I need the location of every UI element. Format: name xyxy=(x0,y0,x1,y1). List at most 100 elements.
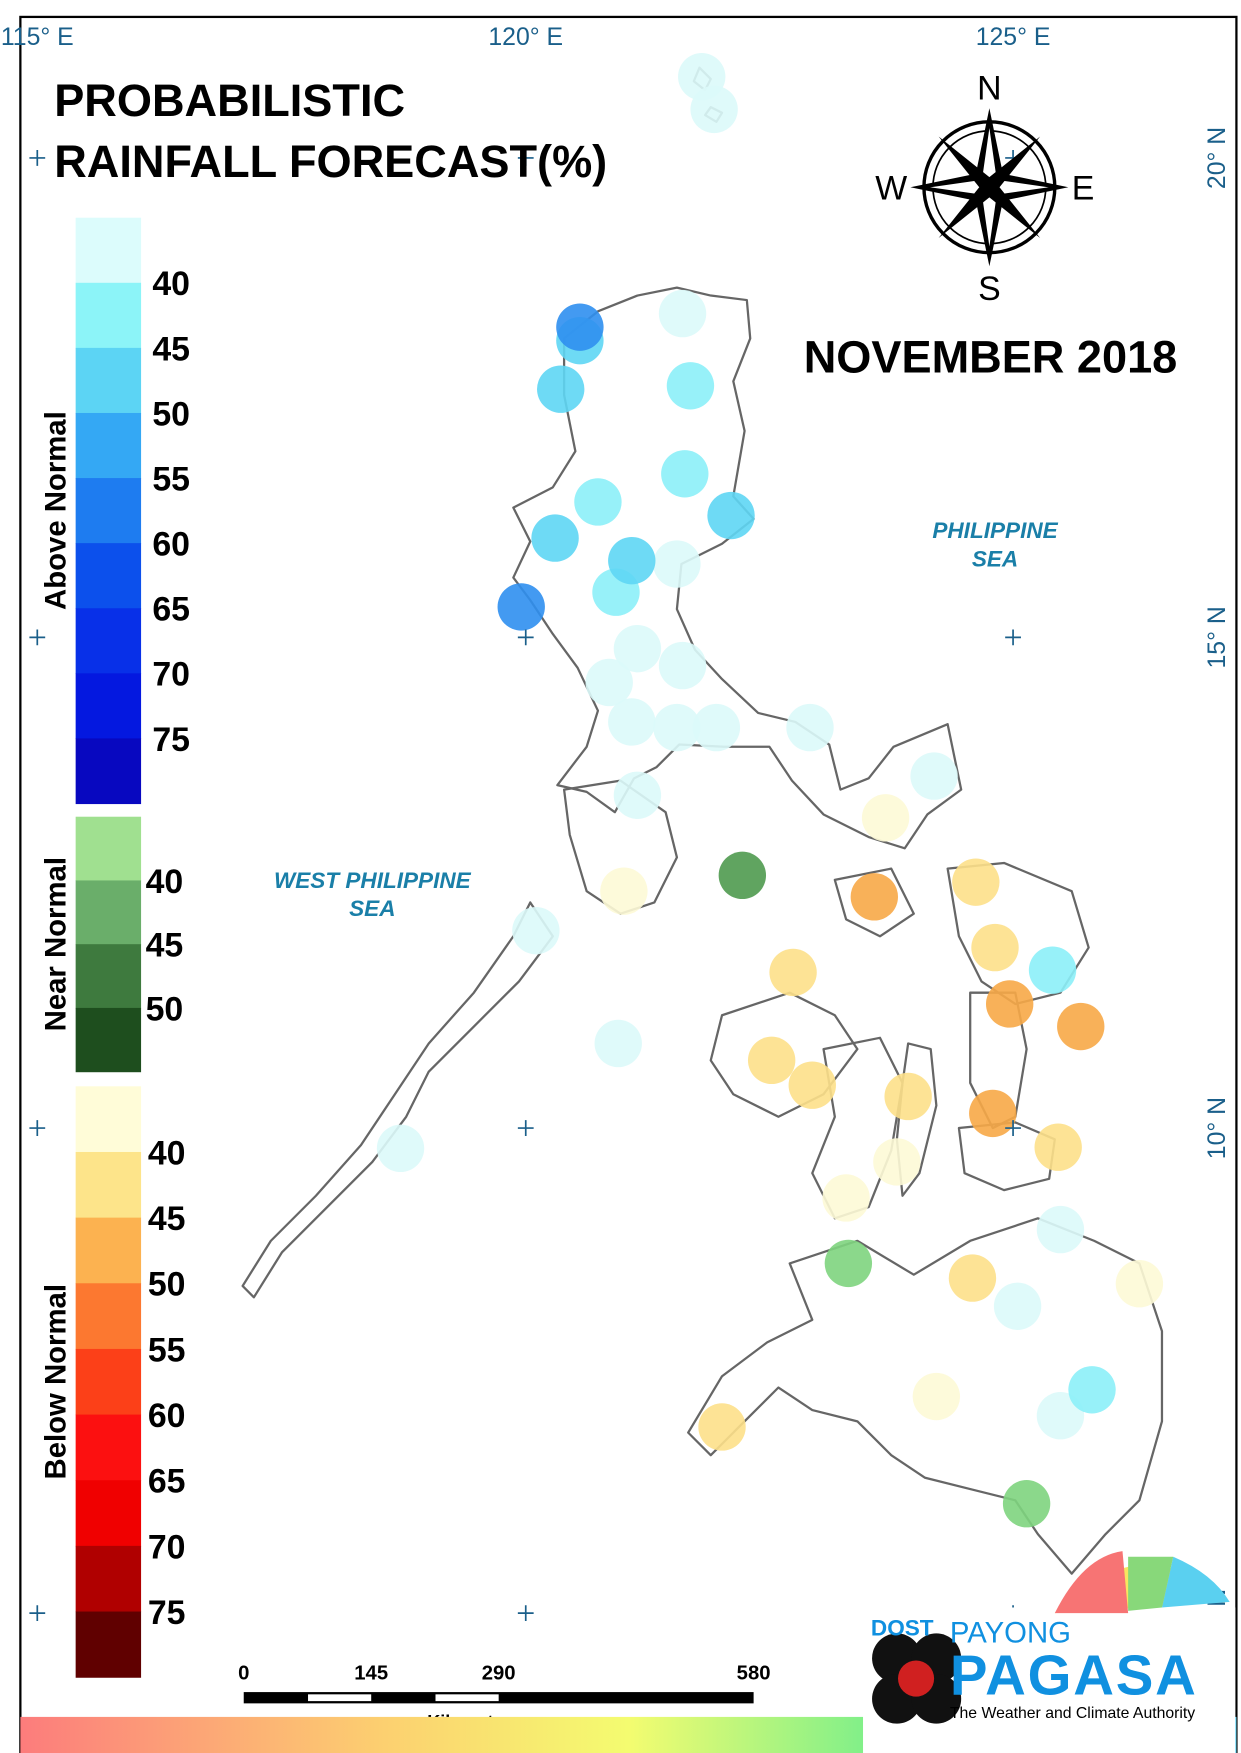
forecast-dot xyxy=(613,624,662,673)
legend-value: 60 xyxy=(148,1397,186,1435)
forecast-dot xyxy=(769,948,817,997)
legend-section-label: Above Normal xyxy=(39,411,72,610)
forecast-dot xyxy=(747,1036,796,1085)
graticule-cross xyxy=(517,150,534,166)
legend-swatch xyxy=(75,673,142,739)
legend-swatch xyxy=(75,282,142,349)
forecast-dot xyxy=(1002,1480,1051,1528)
forecast-dot xyxy=(556,303,604,351)
umbrella xyxy=(1161,1556,1230,1608)
forecast-dot xyxy=(910,752,958,800)
legend-value: 50 xyxy=(152,395,190,433)
legend-value: 50 xyxy=(146,990,184,1028)
legend-value: 75 xyxy=(152,721,190,759)
legend: Above Normal 40 45 50 55 60 65 70 75 Near Normal 4… xyxy=(39,217,190,1678)
sea-label: WEST PHILIPPINE xyxy=(274,868,472,893)
forecast-dot xyxy=(824,1239,873,1288)
forecast-dot xyxy=(531,514,579,562)
forecast-dot xyxy=(653,703,701,752)
legend-swatch xyxy=(75,543,142,609)
title-line-1: PROBABILISTIC xyxy=(54,75,405,126)
legend-value: 40 xyxy=(148,1134,186,1172)
legend-swatch xyxy=(75,1414,142,1481)
sea-label: SEA xyxy=(972,546,1018,571)
legend-value: 60 xyxy=(152,526,190,564)
legend-swatch xyxy=(75,816,142,882)
period: NOVEMBER 2018 xyxy=(804,331,1178,382)
legend-swatch xyxy=(75,1611,142,1678)
compass-s: S xyxy=(978,270,1001,308)
forecast-dot xyxy=(658,641,707,690)
compass-rose: N E S W xyxy=(875,69,1094,308)
legend-swatch xyxy=(75,347,142,414)
legend-value: 70 xyxy=(152,656,190,694)
bohol xyxy=(957,1121,1056,1192)
forecast-dot xyxy=(971,923,1019,972)
longitude-label: 115° E xyxy=(1,24,74,51)
forecast-dot xyxy=(718,851,767,900)
graticule-cross xyxy=(517,629,534,646)
legend-value: 40 xyxy=(146,863,184,901)
umbrella xyxy=(1054,1551,1129,1614)
forecast-dot xyxy=(661,450,709,498)
forecast-dot xyxy=(653,540,701,588)
legend-swatch xyxy=(75,1348,142,1416)
logo-name-2: PAGASA xyxy=(950,1643,1196,1706)
legend-value: 45 xyxy=(152,330,190,368)
forecast-dot xyxy=(1057,1002,1105,1051)
legend-swatch xyxy=(75,944,142,1009)
title-line-2: RAINFALL FORECAST(%) xyxy=(54,136,607,187)
luzon xyxy=(512,286,963,850)
negros xyxy=(811,1036,904,1220)
logo: DOST PAYONG PAGASA The Weather and Clima… xyxy=(863,1551,1236,1753)
forecast-dot xyxy=(873,1138,921,1186)
graticule-cross xyxy=(1005,1120,1021,1136)
scale-tick: 145 xyxy=(354,1663,388,1685)
scale-tick: 290 xyxy=(482,1663,516,1685)
legend-value: 55 xyxy=(148,1331,186,1369)
forecast-dot xyxy=(1028,946,1077,994)
forecast-dot xyxy=(690,85,738,134)
scale-tick: 0 xyxy=(238,1663,249,1685)
forecast-dot xyxy=(884,1072,932,1121)
latitude-label: 15° N xyxy=(1204,606,1231,668)
graticule-cross xyxy=(517,1605,534,1622)
graticule-cross xyxy=(29,150,46,166)
forecast-dot xyxy=(574,478,622,526)
compass-w: W xyxy=(875,170,907,208)
forecast-dot xyxy=(537,365,585,413)
legend-swatch xyxy=(75,478,142,544)
sea-label: SEA xyxy=(349,896,395,921)
compass-e: E xyxy=(1072,170,1095,208)
forecast-dot xyxy=(948,1254,997,1302)
forecast-dot xyxy=(969,1089,1017,1138)
forecast-dot xyxy=(912,1372,961,1421)
legend-value: 70 xyxy=(148,1528,186,1566)
forecast-dot xyxy=(786,703,834,752)
forecast-dot xyxy=(1068,1366,1116,1414)
forecast-dot xyxy=(585,658,633,707)
forecast-dot xyxy=(608,698,656,746)
legend-swatch xyxy=(75,1086,142,1153)
latitude-label: 10° N xyxy=(1204,1097,1231,1159)
palawan xyxy=(241,901,554,1299)
graticule-cross xyxy=(517,1120,534,1136)
scale-tick: 580 xyxy=(737,1663,771,1685)
legend-value: 45 xyxy=(148,1200,186,1238)
forecast-dot xyxy=(594,1019,642,1068)
forecast-dots xyxy=(376,53,1164,1528)
forecast-dot xyxy=(497,583,545,631)
graticule-cross xyxy=(29,1605,46,1622)
legend-swatch xyxy=(75,412,142,479)
forecast-dot xyxy=(952,858,1000,906)
logo-agency: DOST xyxy=(871,1616,934,1641)
forecast-dot xyxy=(850,873,899,921)
umbrella xyxy=(1128,1556,1174,1611)
forecast-dot xyxy=(698,1403,746,1451)
forecast-dot xyxy=(692,703,741,752)
compass-star xyxy=(938,136,1041,239)
graticule-cross xyxy=(1005,629,1021,646)
legend-swatch xyxy=(75,1151,142,1219)
